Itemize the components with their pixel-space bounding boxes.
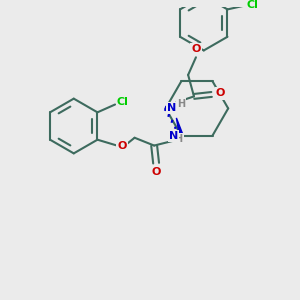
Text: H: H: [175, 134, 183, 144]
Polygon shape: [176, 118, 183, 136]
Text: N: N: [167, 103, 176, 113]
Text: Cl: Cl: [247, 0, 259, 10]
Text: Cl: Cl: [117, 97, 129, 106]
Text: O: O: [152, 167, 161, 177]
Text: H: H: [177, 99, 185, 109]
Text: O: O: [117, 141, 127, 151]
Text: O: O: [216, 88, 225, 98]
Text: O: O: [191, 44, 201, 55]
Text: N: N: [169, 131, 178, 141]
